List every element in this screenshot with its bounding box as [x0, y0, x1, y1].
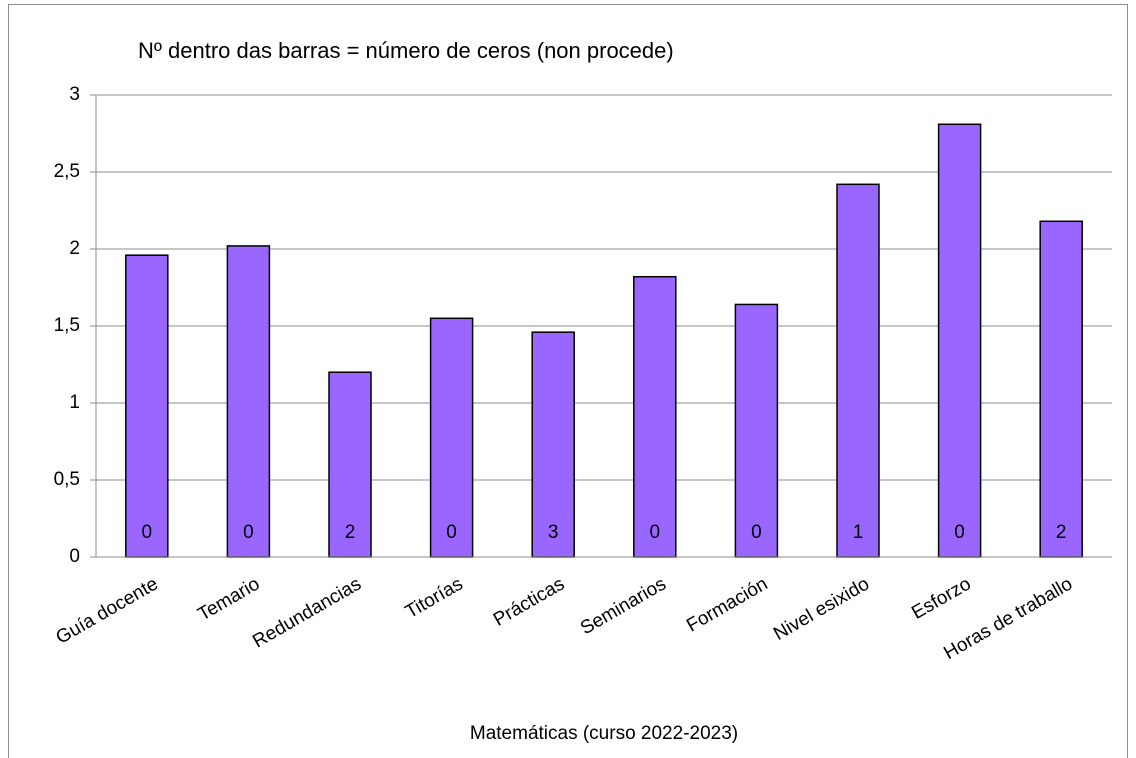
- bar: [531, 331, 575, 558]
- y-tick-label: 2,5: [54, 161, 80, 182]
- bar: [937, 123, 982, 558]
- bar-label: 0: [954, 522, 965, 543]
- y-tick-label: 1: [69, 392, 80, 413]
- annotation: Nº dentro das barras = número de ceros (…: [138, 38, 674, 63]
- bar: [734, 303, 779, 558]
- bar-label: 3: [548, 522, 559, 543]
- y-tick-label: 0,5: [54, 469, 80, 490]
- bar-label: 0: [446, 522, 457, 543]
- y-tick-label: 1,5: [54, 315, 80, 336]
- bar-label: 1: [853, 522, 864, 543]
- bar: [125, 254, 169, 558]
- bar-label: 0: [243, 522, 254, 543]
- y-tick-label: 2: [69, 238, 80, 259]
- bar-label: 0: [751, 522, 762, 543]
- bar-label: 0: [142, 522, 153, 543]
- y-tick-label: 0: [69, 546, 80, 567]
- bar-label: 2: [345, 522, 356, 543]
- bar-label: 2: [1056, 522, 1067, 543]
- x-axis-label: Matemáticas (curso 2022-2023): [470, 723, 738, 744]
- bar-label: 0: [650, 522, 661, 543]
- bar: [328, 371, 372, 558]
- bar: [836, 183, 880, 558]
- y-tick-label: 3: [69, 84, 80, 105]
- bar: [633, 275, 677, 558]
- bar: [1039, 220, 1083, 558]
- bar: [226, 245, 271, 558]
